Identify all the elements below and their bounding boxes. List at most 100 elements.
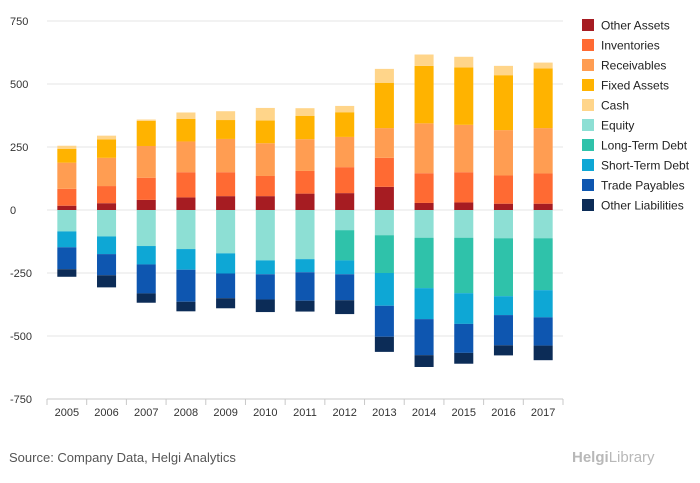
bar-trade-payables-2009 bbox=[216, 273, 236, 299]
x-tick-label: 2005 bbox=[55, 407, 79, 419]
bar-equity-2017 bbox=[533, 210, 553, 239]
bar-short-term-debt-2012 bbox=[335, 260, 355, 275]
bar-other-assets-2011 bbox=[295, 193, 315, 210]
legend-swatch-receivables bbox=[582, 59, 594, 71]
legend-label-other-assets: Other Assets bbox=[601, 19, 670, 33]
bar-fixed-assets-2009 bbox=[216, 120, 236, 139]
bar-equity-2010 bbox=[255, 210, 275, 261]
bar-short-term-debt-2005 bbox=[57, 231, 77, 248]
y-tick-label: 250 bbox=[10, 142, 28, 154]
bar-other-liabilities-2010 bbox=[255, 299, 275, 313]
x-tick-label: 2014 bbox=[412, 407, 436, 419]
bar-other-assets-2005 bbox=[57, 205, 77, 210]
legend-label-equity: Equity bbox=[601, 119, 634, 133]
brand-logo: HelgiLibrary bbox=[572, 449, 655, 466]
bar-cash-2016 bbox=[493, 65, 513, 76]
bar-trade-payables-2016 bbox=[493, 315, 513, 346]
bar-trade-payables-2017 bbox=[533, 317, 553, 346]
bar-inventories-2013 bbox=[374, 157, 394, 187]
bar-equity-2015 bbox=[454, 210, 474, 238]
bar-equity-2005 bbox=[57, 210, 77, 232]
x-tick-label: 2016 bbox=[491, 407, 515, 419]
bar-inventories-2017 bbox=[533, 173, 553, 204]
legend-swatch-other-liabilities bbox=[582, 199, 594, 211]
x-tick-label: 2010 bbox=[253, 407, 277, 419]
bar-inventories-2016 bbox=[493, 175, 513, 204]
legend-label-long-term-debt: Long-Term Debt bbox=[601, 139, 688, 153]
bar-long-term-debt-2015 bbox=[454, 237, 474, 294]
brand-name-a: Helgi bbox=[572, 449, 609, 466]
bar-long-term-debt-2013 bbox=[374, 235, 394, 273]
bar-other-assets-2016 bbox=[493, 203, 513, 210]
legend-swatch-short-term-debt bbox=[582, 159, 594, 171]
legend-label-trade-payables: Trade Payables bbox=[601, 179, 685, 193]
bar-fixed-assets-2005 bbox=[57, 148, 77, 163]
bar-cash-2005 bbox=[57, 145, 77, 149]
bar-short-term-debt-2013 bbox=[374, 273, 394, 306]
legend-swatch-equity bbox=[582, 119, 594, 131]
bar-other-assets-2015 bbox=[454, 202, 474, 210]
bar-fixed-assets-2014 bbox=[414, 65, 434, 124]
bar-equity-2009 bbox=[216, 210, 236, 254]
bars bbox=[57, 54, 553, 367]
x-tick-label: 2013 bbox=[372, 407, 396, 419]
x-axis: 2005 2006 2007 2008 2009 2010 2011 2012 2013 2014… bbox=[46, 398, 564, 419]
bar-receivables-2006 bbox=[97, 157, 117, 187]
bar-long-term-debt-2017 bbox=[533, 238, 553, 291]
bar-receivables-2011 bbox=[295, 139, 315, 171]
bar-receivables-2014 bbox=[414, 123, 434, 174]
bar-cash-2009 bbox=[216, 111, 236, 121]
bar-equity-2011 bbox=[295, 210, 315, 260]
bar-fixed-assets-2008 bbox=[176, 118, 196, 142]
legend-label-other-liabilities: Other Liabilities bbox=[601, 199, 684, 213]
legend-swatch-trade-payables bbox=[582, 179, 594, 191]
bar-trade-payables-2011 bbox=[295, 272, 315, 301]
bar-short-term-debt-2007 bbox=[136, 246, 156, 265]
bar-other-assets-2007 bbox=[136, 199, 156, 210]
bar-fixed-assets-2017 bbox=[533, 68, 553, 129]
bar-receivables-2013 bbox=[374, 128, 394, 158]
bar-inventories-2009 bbox=[216, 172, 236, 197]
x-tick-label: 2008 bbox=[174, 407, 198, 419]
bar-other-liabilities-2013 bbox=[374, 336, 394, 352]
bar-fixed-assets-2012 bbox=[335, 112, 355, 137]
bar-inventories-2006 bbox=[97, 186, 117, 204]
y-tick-label: -750 bbox=[10, 394, 32, 406]
bar-fixed-assets-2010 bbox=[255, 120, 275, 144]
bar-trade-payables-2006 bbox=[97, 254, 117, 276]
bar-trade-payables-2013 bbox=[374, 305, 394, 337]
legend-swatch-other-assets bbox=[582, 19, 594, 31]
x-tick-label: 2009 bbox=[213, 407, 237, 419]
bar-inventories-2011 bbox=[295, 170, 315, 194]
bar-other-liabilities-2009 bbox=[216, 298, 236, 309]
bar-fixed-assets-2006 bbox=[97, 139, 117, 158]
legend-swatch-fixed-assets bbox=[582, 79, 594, 91]
legend: Other Assets Inventories Receivables Fixed … bbox=[582, 19, 690, 213]
y-tick-label: -250 bbox=[10, 268, 32, 280]
bar-long-term-debt-2014 bbox=[414, 237, 434, 289]
x-tick-label: 2007 bbox=[134, 407, 158, 419]
bar-other-assets-2012 bbox=[335, 193, 355, 210]
bar-other-liabilities-2006 bbox=[97, 275, 117, 288]
bar-short-term-debt-2009 bbox=[216, 253, 236, 274]
bar-short-term-debt-2017 bbox=[533, 290, 553, 318]
bar-short-term-debt-2006 bbox=[97, 236, 117, 255]
bar-receivables-2012 bbox=[335, 136, 355, 168]
bar-cash-2017 bbox=[533, 62, 553, 69]
source-note: Source: Company Data, Helgi Analytics bbox=[9, 450, 236, 465]
bar-equity-2012 bbox=[335, 210, 355, 231]
bar-inventories-2010 bbox=[255, 175, 275, 197]
bar-short-term-debt-2015 bbox=[454, 293, 474, 324]
bar-other-assets-2013 bbox=[374, 186, 394, 210]
bar-receivables-2017 bbox=[533, 128, 553, 174]
bar-trade-payables-2012 bbox=[335, 274, 355, 301]
legend-label-fixed-assets: Fixed Assets bbox=[601, 79, 669, 93]
bar-other-liabilities-2015 bbox=[454, 352, 474, 364]
bar-fixed-assets-2011 bbox=[295, 115, 315, 140]
bar-cash-2012 bbox=[335, 105, 355, 113]
bar-fixed-assets-2015 bbox=[454, 67, 474, 125]
legend-label-cash: Cash bbox=[601, 99, 629, 113]
bar-fixed-assets-2007 bbox=[136, 120, 156, 146]
legend-label-inventories: Inventories bbox=[601, 39, 660, 53]
bar-trade-payables-2007 bbox=[136, 264, 156, 294]
